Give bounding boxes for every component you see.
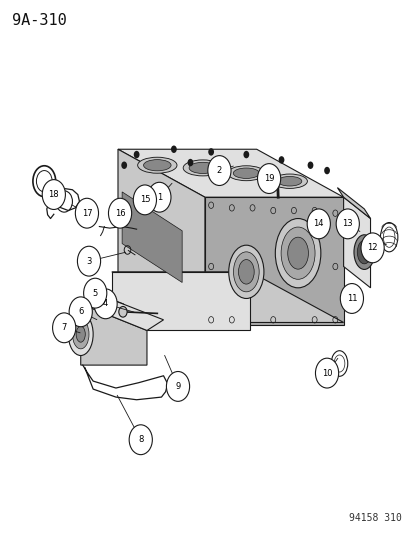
Text: 16: 16: [114, 209, 125, 217]
Text: 13: 13: [342, 220, 352, 228]
Circle shape: [208, 148, 214, 156]
Circle shape: [323, 167, 329, 174]
Ellipse shape: [76, 326, 85, 342]
Circle shape: [243, 151, 249, 158]
Circle shape: [166, 372, 189, 401]
Ellipse shape: [287, 237, 308, 269]
Circle shape: [307, 161, 313, 169]
Ellipse shape: [353, 235, 374, 269]
Text: 15: 15: [139, 196, 150, 204]
Circle shape: [83, 278, 107, 308]
Circle shape: [339, 284, 363, 313]
Circle shape: [257, 164, 280, 193]
Text: 9A-310: 9A-310: [12, 13, 67, 28]
Circle shape: [75, 198, 98, 228]
Ellipse shape: [72, 320, 89, 349]
Text: 94158 310: 94158 310: [348, 513, 401, 523]
Text: 5: 5: [93, 289, 97, 297]
Circle shape: [69, 297, 92, 327]
Text: 9: 9: [175, 382, 180, 391]
Ellipse shape: [356, 240, 370, 264]
Ellipse shape: [280, 227, 314, 279]
Text: 8: 8: [138, 435, 143, 444]
Ellipse shape: [68, 313, 93, 356]
Circle shape: [42, 180, 65, 209]
Circle shape: [129, 425, 152, 455]
Text: 7: 7: [62, 324, 66, 332]
Text: 14: 14: [313, 220, 323, 228]
Ellipse shape: [183, 160, 222, 176]
Ellipse shape: [275, 219, 320, 288]
Ellipse shape: [189, 162, 216, 173]
Circle shape: [121, 161, 127, 169]
Circle shape: [133, 151, 139, 158]
Ellipse shape: [238, 260, 254, 284]
Text: 10: 10: [321, 369, 332, 377]
Circle shape: [52, 313, 76, 343]
Polygon shape: [204, 197, 343, 325]
Circle shape: [119, 306, 127, 317]
Polygon shape: [352, 289, 361, 298]
Text: 3: 3: [86, 257, 91, 265]
Ellipse shape: [233, 252, 259, 292]
Ellipse shape: [143, 160, 171, 171]
Ellipse shape: [227, 166, 264, 181]
Circle shape: [278, 156, 284, 164]
Text: 4: 4: [103, 300, 108, 308]
Circle shape: [207, 156, 230, 185]
Circle shape: [315, 358, 338, 388]
Ellipse shape: [277, 176, 301, 186]
Text: 18: 18: [48, 190, 59, 199]
Text: 1: 1: [157, 193, 161, 201]
Polygon shape: [112, 272, 343, 322]
Circle shape: [187, 159, 193, 166]
Text: 2: 2: [216, 166, 221, 175]
Polygon shape: [112, 272, 250, 330]
Ellipse shape: [233, 168, 259, 179]
Ellipse shape: [137, 157, 177, 173]
Circle shape: [335, 209, 358, 239]
Circle shape: [147, 182, 171, 212]
Text: 6: 6: [78, 308, 83, 316]
Polygon shape: [118, 149, 343, 197]
Circle shape: [77, 246, 100, 276]
Polygon shape: [81, 293, 163, 330]
Circle shape: [306, 209, 330, 239]
Circle shape: [275, 173, 280, 179]
Text: 17: 17: [81, 209, 92, 217]
Polygon shape: [122, 192, 182, 282]
Polygon shape: [81, 304, 147, 365]
Ellipse shape: [271, 174, 306, 188]
Text: 12: 12: [366, 244, 377, 252]
Ellipse shape: [228, 245, 263, 298]
Polygon shape: [343, 197, 370, 288]
Circle shape: [94, 289, 117, 319]
Circle shape: [108, 198, 131, 228]
Circle shape: [171, 146, 176, 153]
Circle shape: [360, 233, 383, 263]
Polygon shape: [337, 188, 370, 219]
Text: 11: 11: [346, 294, 356, 303]
Text: 19: 19: [263, 174, 274, 183]
Circle shape: [133, 185, 156, 215]
Polygon shape: [118, 149, 204, 325]
